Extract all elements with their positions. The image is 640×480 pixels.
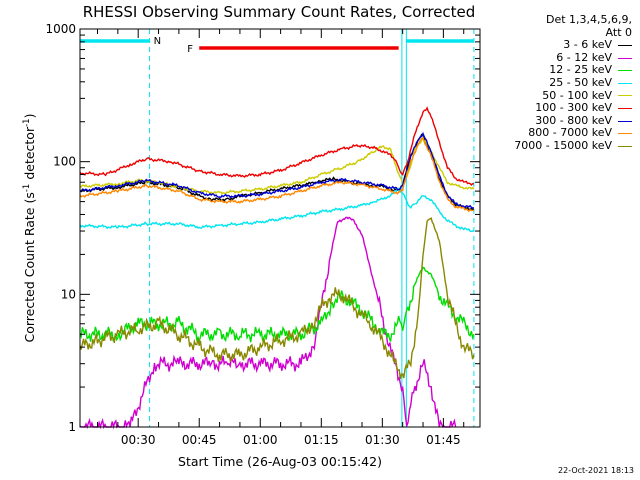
night-label: N [154, 36, 161, 47]
y-label-sup: -1 [22, 184, 32, 192]
y-label-part: Corrected Count Rate (s [22, 192, 37, 342]
legend-label: 50 - 100 keV [542, 88, 612, 102]
legend-label: 7000 - 15000 keV [514, 138, 612, 152]
legend-label: 3 - 6 keV [563, 38, 612, 52]
series-line [79, 266, 475, 344]
x-axis-label: Start Time (26-Aug-03 00:15:42) [178, 454, 382, 469]
legend-label: 6 - 12 keV [556, 50, 612, 64]
chart-legend: Det 1,3,4,5,6,9, Att 0 3 - 6 keV 6 - 12 k… [472, 13, 632, 153]
chart-title: RHESSI Observing Summary Count Rates, Co… [83, 3, 476, 21]
legend-swatch [618, 95, 632, 97]
x-tick-label: 01:45 [426, 433, 461, 447]
y-tick-label: 10 [61, 287, 76, 301]
series-line [79, 136, 475, 213]
x-tick-label: 01:00 [243, 433, 278, 447]
footer-stamp: 22-Oct-2021 18:13 [558, 466, 634, 475]
legend-swatch [618, 133, 632, 135]
legend-header-line: Att 0 [605, 25, 632, 39]
legend-label: 25 - 50 keV [549, 75, 612, 89]
legend-swatch [618, 82, 632, 84]
x-axis: 00:30 00:45 01:00 01:15 01:30 01:45 [96, 29, 465, 447]
y-tick-label: 100 [53, 155, 76, 169]
series-group [79, 106, 475, 430]
y-label-part: ) [22, 114, 37, 119]
legend-swatch [618, 57, 632, 59]
flare-label: F [187, 44, 193, 55]
legend-item: 25 - 50 keV [472, 75, 632, 90]
legend-item: 100 - 300 keV [472, 102, 632, 115]
x-tick-label: 01:15 [304, 433, 339, 447]
legend-swatch [618, 120, 632, 122]
legend-swatch [618, 70, 632, 72]
series-line [79, 217, 475, 380]
y-axis: 1 10 100 1000 [45, 22, 480, 434]
legend-header-line: Det 1,3,4,5,6,9, [545, 13, 632, 26]
legend-item: 7000 - 15000 keV [472, 138, 632, 153]
x-tick-label: 00:45 [182, 433, 217, 447]
legend-item: 6 - 12 keV [472, 50, 632, 65]
plot-frame [79, 28, 481, 428]
legend-item: 3 - 6 keV [472, 39, 632, 52]
y-label-sup: -1 [22, 118, 32, 126]
legend-label: 100 - 300 keV [535, 101, 612, 115]
legend-swatch [618, 107, 632, 109]
x-tick-label: 01:30 [365, 433, 400, 447]
y-tick-label: 1000 [45, 22, 76, 36]
series-line [79, 131, 475, 209]
y-tick-label: 1 [68, 420, 76, 434]
legend-swatch [618, 145, 632, 147]
legend-item: 300 - 800 keV [472, 113, 632, 128]
series-line [79, 106, 475, 187]
y-label-part: detector [22, 126, 37, 184]
y-axis-label: Corrected Count Rate (s-1 detector-1) [22, 114, 37, 343]
x-tick-label: 00:30 [121, 433, 156, 447]
night-boundary-lines [149, 29, 475, 427]
legend-label: 300 - 800 keV [535, 113, 612, 127]
legend-item: 50 - 100 keV [472, 88, 632, 103]
legend-label: 800 - 7000 keV [528, 126, 612, 140]
series-line [79, 187, 474, 233]
legend-item: 12 - 25 keV [472, 64, 632, 77]
legend-label: 12 - 25 keV [549, 63, 612, 77]
legend-swatch [618, 44, 632, 46]
legend-item: 800 - 7000 keV [472, 127, 632, 140]
